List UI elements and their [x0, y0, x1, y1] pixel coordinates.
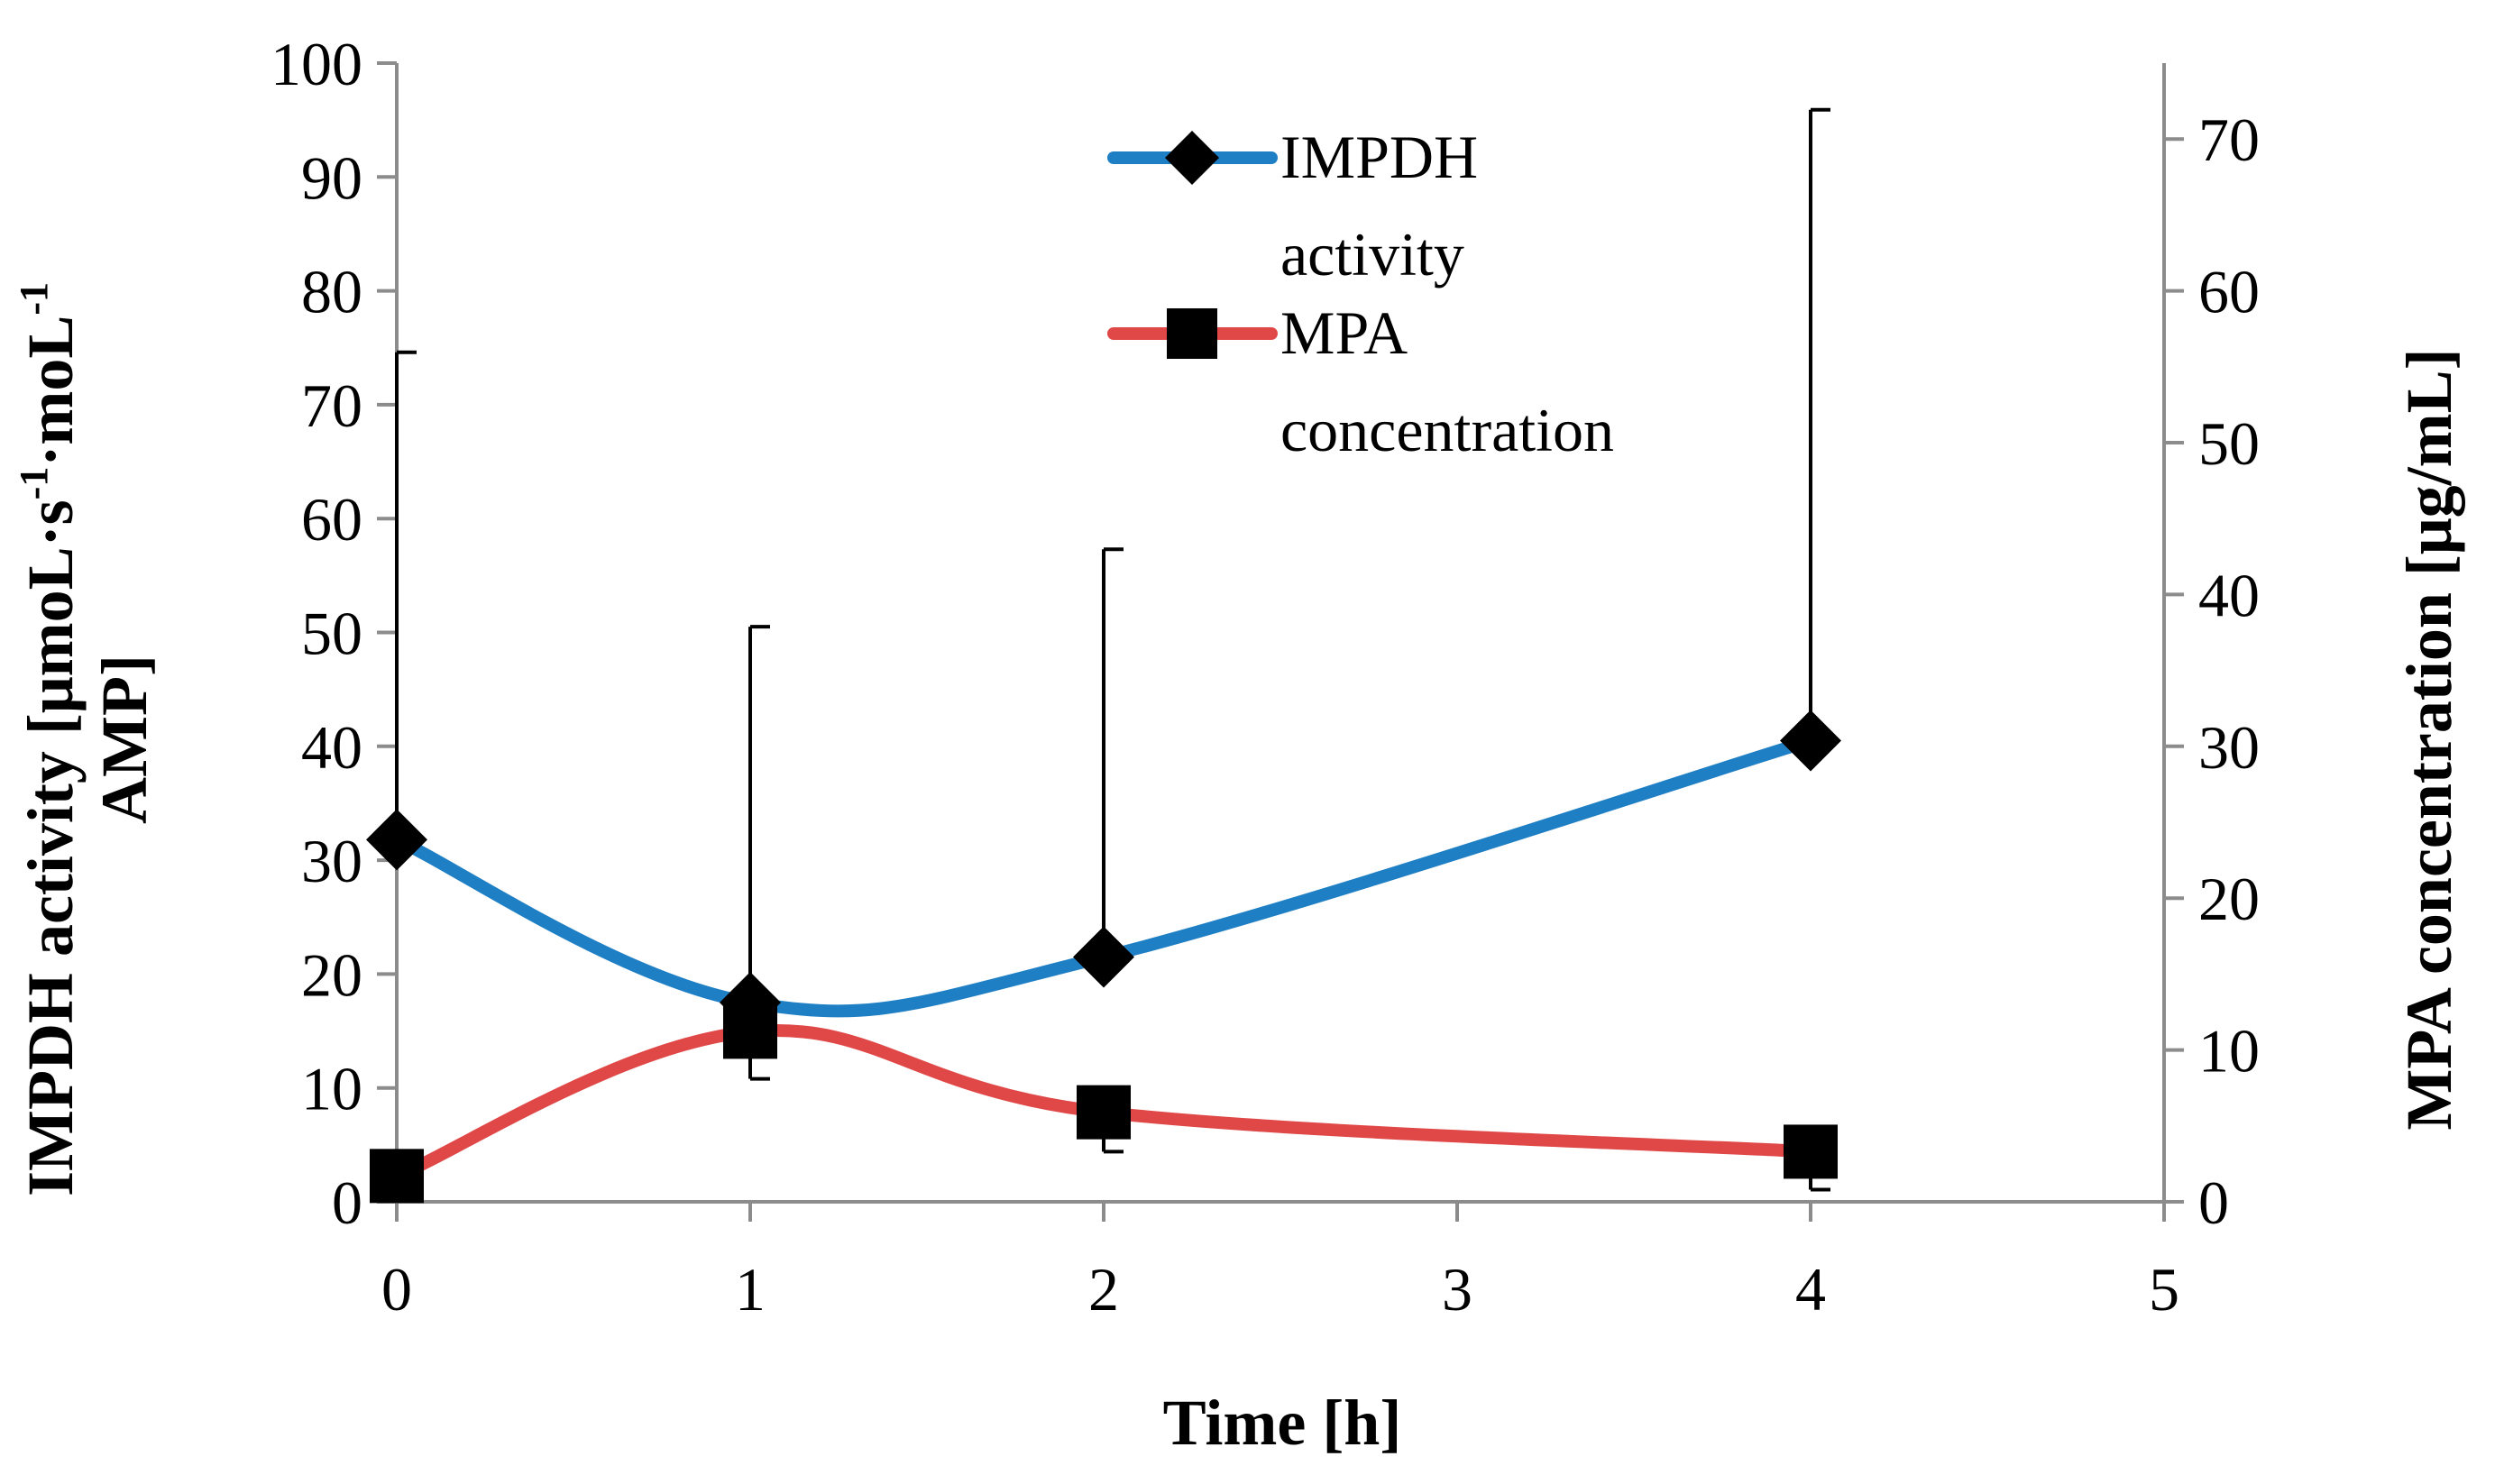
impdh-data-point: [1780, 710, 1841, 772]
y-left-tick-label: 60: [301, 485, 362, 554]
y-right-axis-title: MPA concentration [μg/mL]: [2393, 348, 2465, 1130]
legend-impdh-diamond: [1165, 131, 1219, 185]
svg-text:IMPDH activity [μmoL·s-1·moL-1: IMPDH activity [μmoL·s-1·moL-1: [12, 282, 87, 1196]
y-right-tick-label: 50: [2198, 409, 2260, 478]
impdh-series-line: [390, 734, 1817, 1018]
y-right-tick-label: 30: [2198, 713, 2260, 782]
y-left-tick-label: 10: [301, 1055, 362, 1123]
legend-impdh-label-line2: activity: [1280, 220, 1464, 289]
y-left-tick-label: 70: [301, 371, 362, 440]
y-right-tick-label: 10: [2198, 1017, 2260, 1086]
mpa-data-point: [370, 1149, 424, 1204]
y-left-tick-label: 40: [301, 713, 362, 782]
legend: IMPDH activity MPA concentration: [1107, 123, 1614, 464]
y-left-title-line2: AMP]: [88, 655, 161, 824]
y-left-tick-label: 30: [301, 827, 362, 895]
impdh-data-point: [1073, 926, 1134, 988]
y-left-title-sup2: -1: [12, 282, 56, 316]
y-left-title-sup1: -1: [12, 467, 56, 500]
series-lines: [390, 734, 1817, 1183]
y-left-title-part1: IMPDH activity [μmoL·s: [14, 499, 87, 1196]
y-left-tick-label: 80: [301, 258, 362, 326]
legend-impdh-label-line1: IMPDH: [1280, 123, 1478, 191]
y-right-tick-label: 60: [2198, 258, 2260, 326]
x-axis-title: Time [h]: [1163, 1387, 1402, 1459]
legend-mpa-label-line2: concentration: [1280, 396, 1614, 464]
y-right-tick-label: 70: [2198, 105, 2260, 174]
legend-mpa-square: [1167, 308, 1217, 359]
mpa-data-point: [723, 1004, 777, 1059]
x-tick-label: 0: [381, 1255, 412, 1324]
series-markers: [366, 710, 1841, 1204]
y-left-tick-label: 20: [301, 940, 362, 1009]
y-left-tick-label: 0: [332, 1168, 362, 1237]
mpa-series-line: [390, 1024, 1817, 1183]
y-left-axis-title: IMPDH activity [μmoL·s-1·moL-1 AMP]: [12, 282, 161, 1196]
x-tick-label: 5: [2149, 1255, 2179, 1324]
x-tick-label: 3: [1442, 1255, 1472, 1324]
y-right-tick-label: 40: [2198, 561, 2260, 629]
y-left-tick-label: 100: [271, 30, 362, 98]
y-left-tick-label: 90: [301, 143, 362, 212]
y-right-tick-label: 0: [2198, 1168, 2229, 1237]
legend-mpa-label-line1: MPA: [1280, 298, 1408, 367]
tick-labels: 0 10 20 30 40 50 60 70 80 90 100 0 10 20 30 40 50 60 70 0 1 2…: [271, 30, 2260, 1324]
mpa-data-point: [1077, 1085, 1131, 1140]
mpa-data-point: [1784, 1124, 1838, 1179]
x-tick-label: 2: [1088, 1255, 1119, 1324]
x-tick-label: 4: [1795, 1255, 1826, 1324]
impdh-data-point: [366, 809, 427, 871]
y-left-tick-label: 50: [301, 600, 362, 668]
y-left-title-part2: ·moL: [14, 316, 87, 467]
y-right-tick-label: 20: [2198, 865, 2260, 933]
error-bars: [395, 107, 1830, 1192]
axes: [377, 61, 2184, 1222]
x-tick-label: 1: [735, 1255, 766, 1324]
